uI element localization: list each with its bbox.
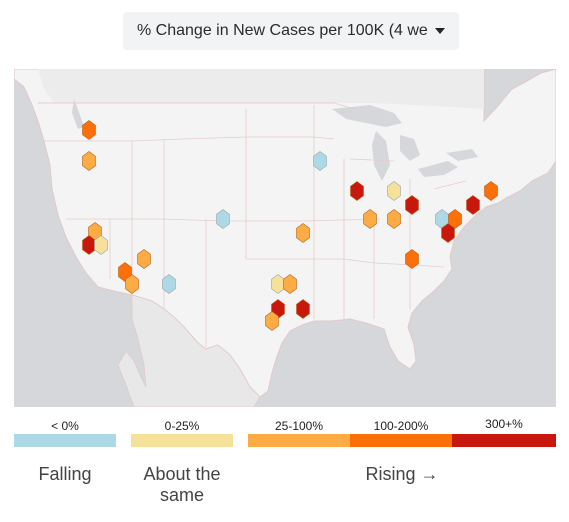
- city-marker-ma-boston[interactable]: [484, 181, 498, 201]
- city-marker-tx-san-antonio[interactable]: [265, 311, 279, 331]
- city-marker-ca-san-jose[interactable]: [94, 235, 108, 255]
- map-canvas: [14, 69, 556, 407]
- city-marker-mo-kansas-city[interactable]: [296, 223, 310, 243]
- city-marker-mi-detroit[interactable]: [387, 181, 401, 201]
- city-marker-or-portland[interactable]: [82, 151, 96, 171]
- legend-word-same-line1: About the: [143, 464, 221, 484]
- legend-bar-25-100: [248, 434, 350, 447]
- mexico-land: [117, 294, 261, 407]
- puget-sound: [72, 99, 84, 129]
- great-lakes: [332, 105, 478, 181]
- legend-bar-same: [131, 434, 233, 447]
- city-marker-oh-columbus[interactable]: [387, 209, 401, 229]
- city-marker-tx-fort-worth[interactable]: [283, 274, 297, 294]
- city-markers: [82, 120, 498, 331]
- city-marker-ny-nyc[interactable]: [466, 195, 480, 215]
- legend-label-300-plus: 300+%: [485, 417, 523, 431]
- city-marker-az-phoenix[interactable]: [162, 274, 176, 294]
- city-marker-va-richmond[interactable]: [441, 223, 455, 243]
- city-marker-ga-atlanta[interactable]: [405, 249, 419, 269]
- metric-dropdown-label: % Change in New Cases per 100K (4 we: [137, 22, 428, 39]
- city-marker-ca-la[interactable]: [118, 262, 132, 282]
- city-marker-ut-slc[interactable]: [216, 209, 230, 229]
- city-marker-pa-pittsburgh[interactable]: [405, 195, 419, 215]
- legend-label-falling-range: < 0%: [51, 419, 79, 433]
- legend-label-25-100: 25-100%: [274, 419, 324, 433]
- city-marker-in-indianapolis[interactable]: [363, 209, 377, 229]
- city-marker-mn-minneapolis[interactable]: [313, 151, 327, 171]
- legend-label-100-200: 100-200%: [373, 419, 429, 433]
- city-marker-tx-houston[interactable]: [296, 299, 310, 319]
- city-marker-nv-las-vegas[interactable]: [137, 249, 151, 269]
- city-marker-ca-san-diego[interactable]: [125, 274, 139, 294]
- legend-word-same-line2: same: [159, 485, 204, 505]
- legend-word-falling: Falling: [38, 464, 92, 484]
- us-land: [14, 69, 556, 398]
- legend-word-rising: Rising →: [365, 464, 439, 484]
- city-marker-pa-philadelphia[interactable]: [448, 209, 462, 229]
- legend-bar-300-plus: [452, 434, 556, 447]
- city-marker-wa-seattle[interactable]: [82, 120, 96, 140]
- legend-label-same-range: 0-25%: [164, 419, 200, 433]
- legend-bar-100-200: [350, 434, 452, 447]
- city-marker-il-chicago[interactable]: [350, 181, 364, 201]
- canada-border-line: [38, 102, 355, 110]
- us-map[interactable]: [14, 69, 556, 407]
- metric-dropdown[interactable]: % Change in New Cases per 100K (4 we: [123, 12, 459, 50]
- caret-down-icon[interactable]: [435, 28, 445, 34]
- legend-bar-falling: [14, 434, 116, 447]
- canada-land: [38, 69, 484, 109]
